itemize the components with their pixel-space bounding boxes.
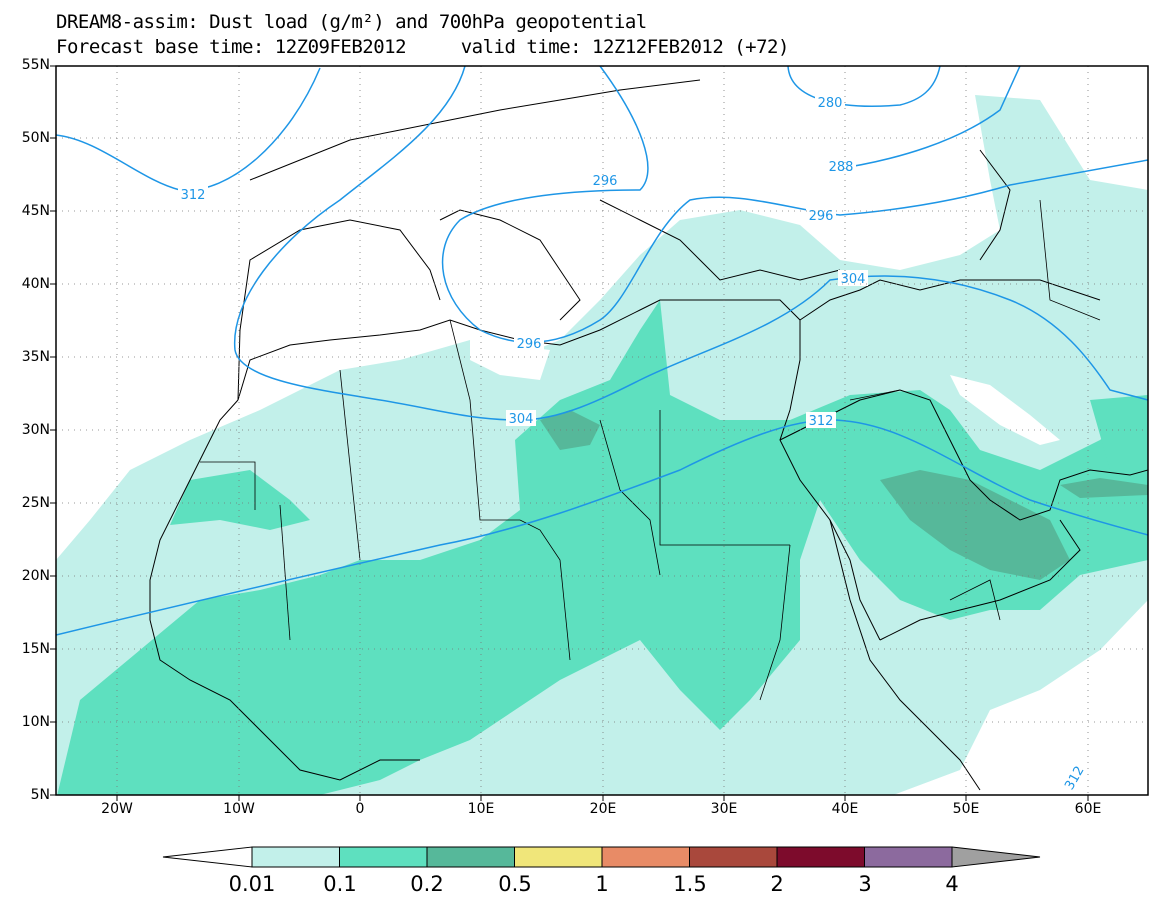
colorbar-label: 0.01: [228, 872, 276, 896]
map-subtitle: Forecast base time: 12Z09FEB2012 valid t…: [56, 36, 789, 58]
colorbar-label: 2: [770, 872, 784, 896]
lon-label: 60E: [1074, 801, 1102, 817]
contour-label-bg: [806, 412, 836, 428]
contour-label: 288: [829, 160, 854, 175]
contour-label-bg: [590, 172, 620, 188]
lon-label: 40E: [831, 801, 859, 817]
dust-shade-high-arabia: [880, 470, 1070, 580]
lat-label: 35N: [21, 349, 50, 365]
colorbar-box: [776, 846, 865, 868]
lat-label: 20N: [21, 568, 50, 584]
contour-label: 296: [593, 174, 618, 189]
lon-label: 30E: [710, 801, 738, 817]
colorbar-label: 0.1: [323, 872, 357, 896]
contour-label-bg: [506, 410, 536, 426]
colorbar-box: [339, 846, 428, 868]
contour-label: 312: [181, 188, 206, 203]
contour-label-bg: [178, 186, 208, 202]
lon-label: 10W: [223, 801, 255, 817]
dust-shade-mid: [57, 300, 1148, 795]
graticule: [56, 66, 1148, 795]
colorbar: [162, 846, 1041, 868]
clear-zone-iran: [950, 375, 1060, 445]
colorbar-box: [251, 846, 340, 868]
colorbar-label: 0.2: [410, 872, 444, 896]
lat-label: 45N: [21, 203, 50, 219]
contour-label: 304: [841, 272, 866, 287]
colorbar-box: [689, 846, 778, 868]
contour-label-bg: [826, 158, 856, 174]
contour-label: 312: [809, 414, 834, 429]
map-title: DREAM8-assim: Dust load (g/m²) and 700hP…: [56, 11, 647, 33]
colorbar-label: 3: [858, 872, 872, 896]
colorbar-boxes: [251, 846, 953, 868]
colorbar-under-triangle: [162, 846, 253, 868]
dust-shade-mid-east: [1090, 395, 1148, 480]
lat-label: 10N: [21, 714, 50, 730]
colorbar-box: [864, 846, 953, 868]
colorbar-label: 1.5: [673, 872, 707, 896]
dust-shade-high-gulf: [1060, 478, 1148, 498]
lat-label: 55N: [21, 57, 50, 73]
lon-label: 20E: [589, 801, 617, 817]
lat-label: 15N: [21, 641, 50, 657]
contour-label: 304: [509, 412, 534, 427]
colorbar-box: [514, 846, 603, 868]
contour-label: 296: [809, 209, 834, 224]
dust-shade-high-libya: [540, 410, 600, 450]
colorbar-box: [601, 846, 690, 868]
colorbar-label: 0.5: [498, 872, 532, 896]
lon-label: 0: [355, 801, 365, 817]
contour-labels: 280 288 296 296 296 304 304 312 312 312: [178, 94, 1088, 793]
contour-label: 280: [818, 96, 843, 111]
lon-label: 20W: [101, 801, 133, 817]
contour-label-bg: [838, 270, 868, 286]
lat-label: 50N: [21, 130, 50, 146]
borders: [200, 199, 1101, 701]
contour-label-bg: [514, 335, 544, 351]
contour-label: 312: [1062, 764, 1087, 793]
colorbar-over-triangle: [951, 846, 1041, 868]
dust-shade-mid-west: [170, 470, 310, 530]
contour-label-bg: [815, 94, 845, 110]
colorbar-label: 1: [595, 872, 609, 896]
lon-label: 50E: [952, 801, 980, 817]
contour-label-bg: [806, 207, 836, 223]
axis-ticks: [50, 65, 1089, 801]
coastlines: [149, 79, 1148, 791]
lat-label: 30N: [21, 422, 50, 438]
colorbar-label: 4: [945, 872, 959, 896]
contour-label: 296: [517, 337, 542, 352]
lat-label: 5N: [30, 787, 50, 803]
colorbar-box: [426, 846, 515, 868]
lat-label: 40N: [21, 276, 50, 292]
lat-label: 25N: [21, 495, 50, 511]
lon-label: 10E: [467, 801, 495, 817]
map-area: [56, 66, 1148, 795]
